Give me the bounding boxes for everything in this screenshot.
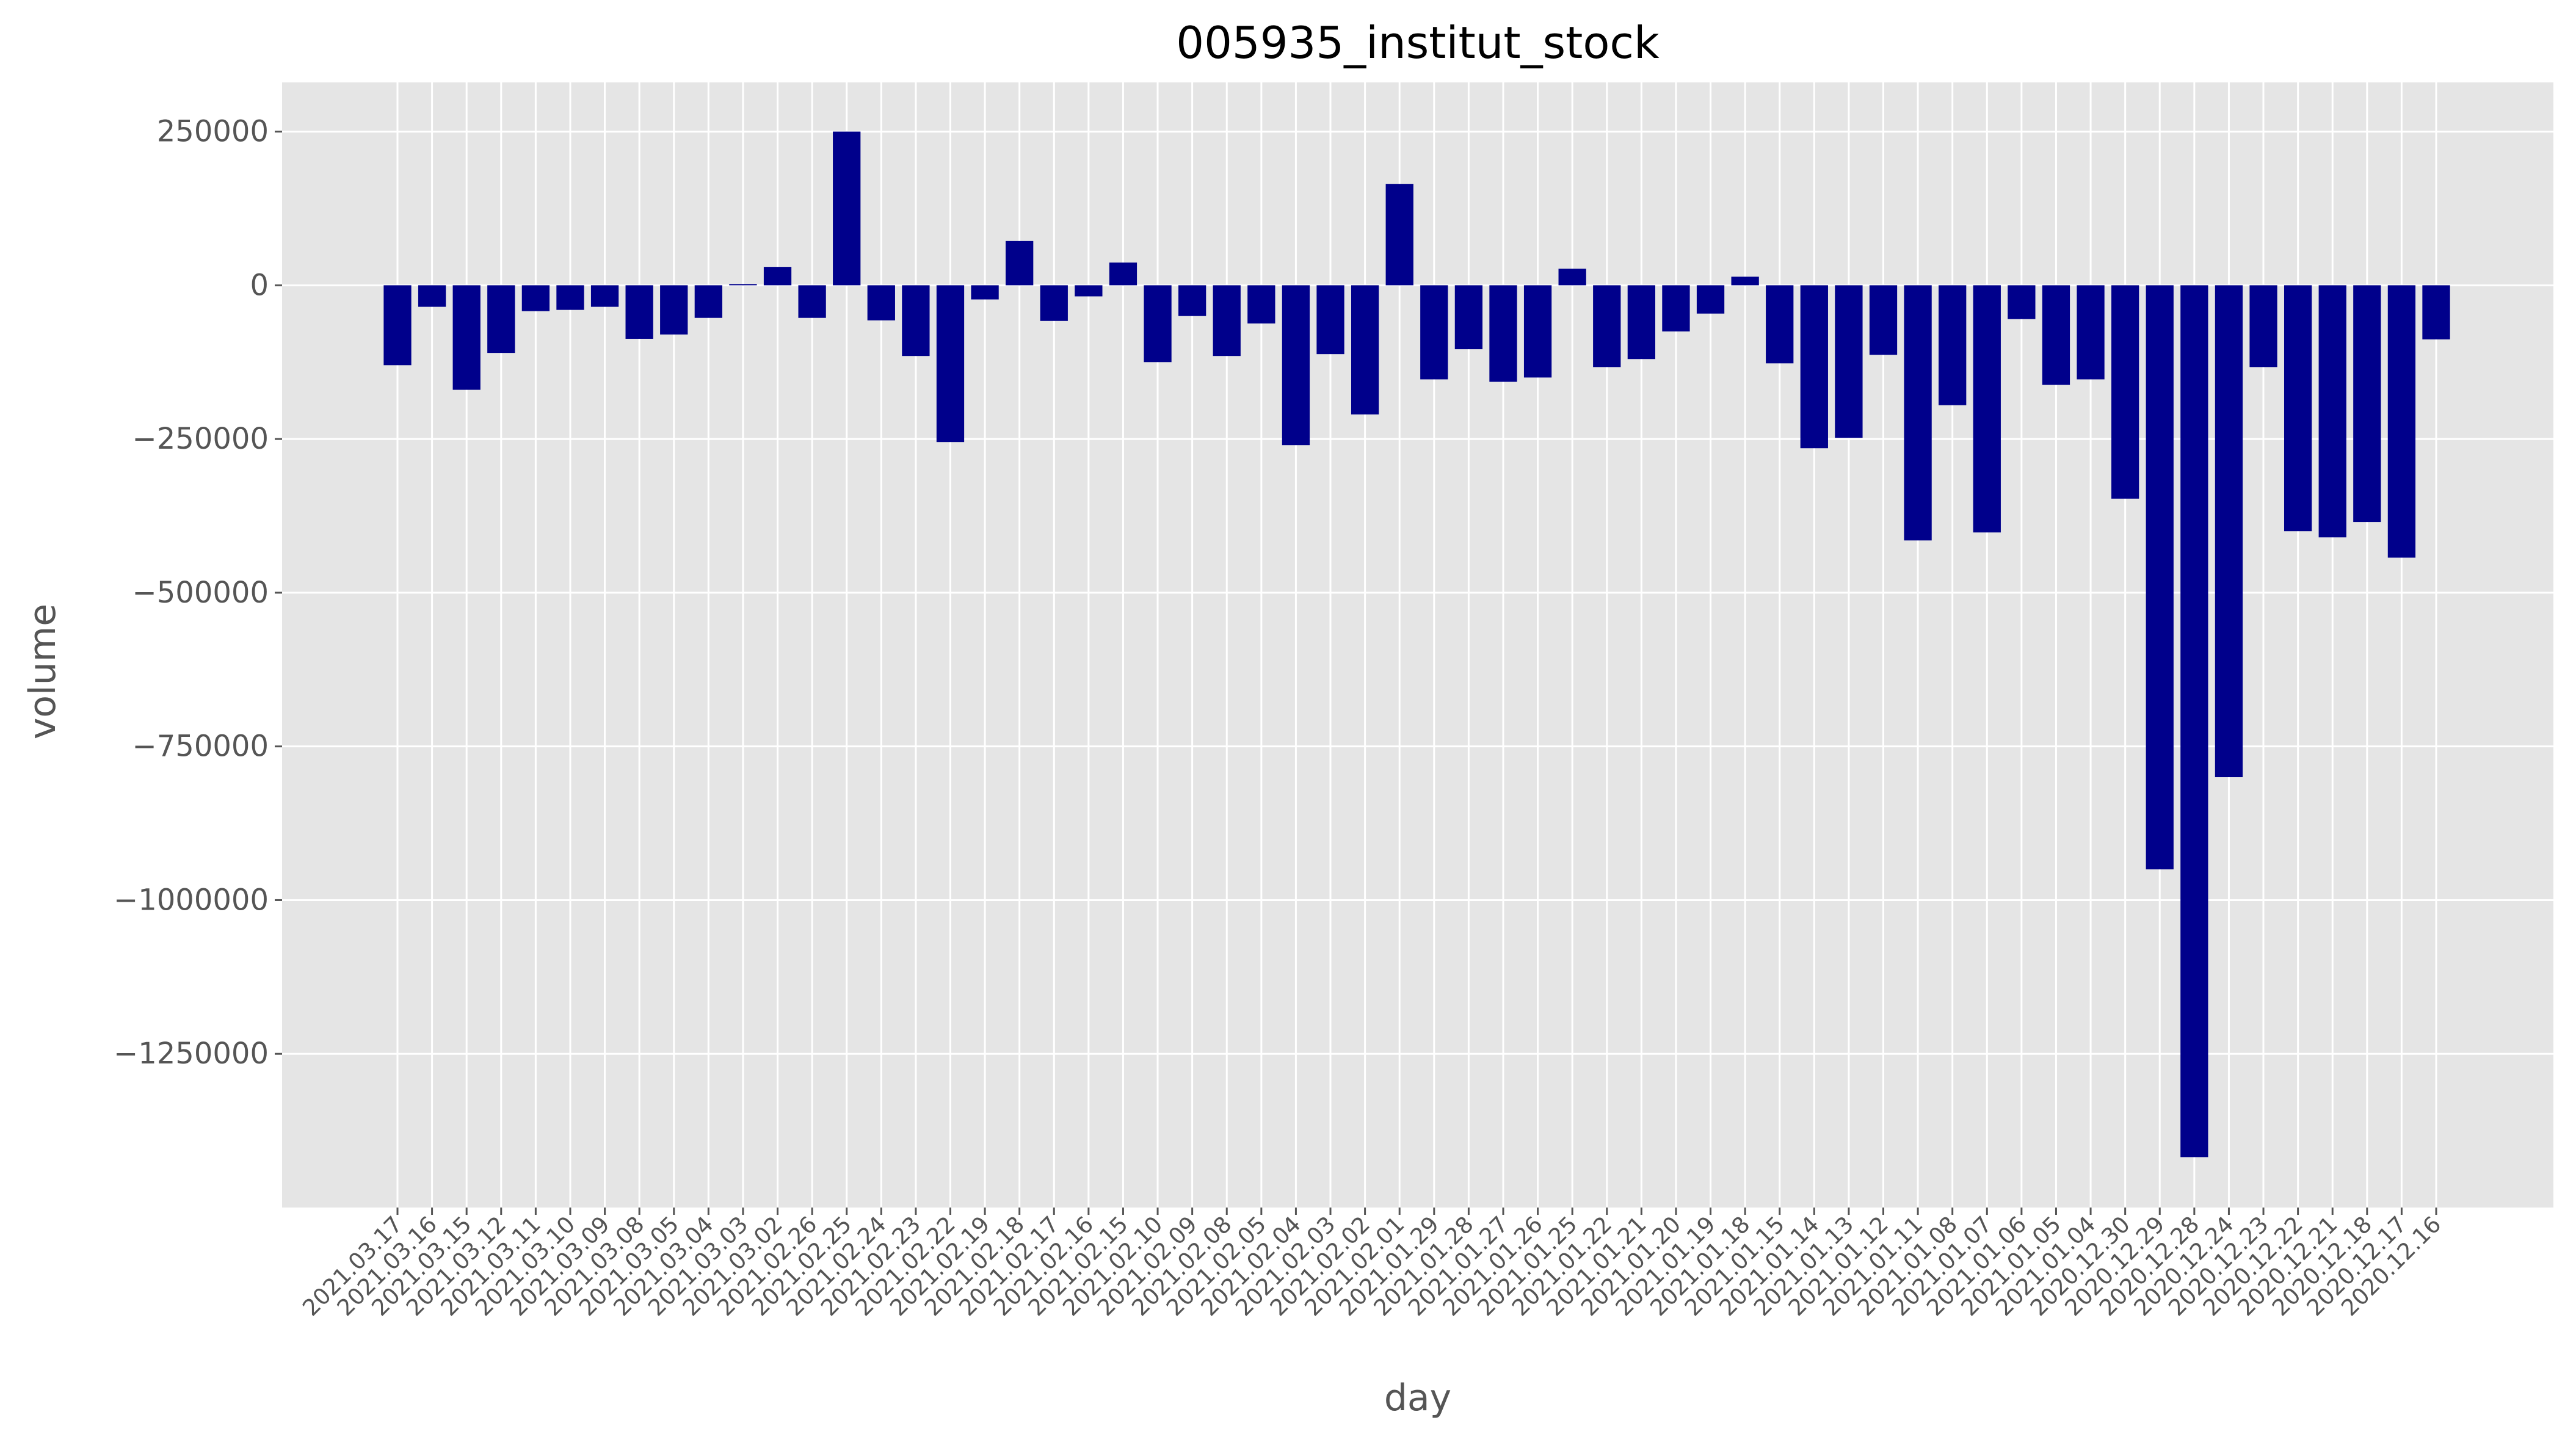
bar	[1523, 285, 1552, 378]
bar	[763, 267, 792, 286]
bar	[521, 285, 550, 311]
bar	[383, 285, 412, 366]
bar	[2249, 285, 2277, 368]
bar	[1454, 285, 1483, 350]
bar	[590, 285, 619, 307]
bar	[1282, 285, 1310, 446]
bar	[729, 284, 757, 286]
chart-title: 005935_institut_stock	[1176, 17, 1660, 68]
bar	[833, 131, 861, 286]
bar	[625, 285, 653, 339]
bar	[2008, 285, 2036, 319]
bar	[2422, 285, 2450, 339]
bar	[1696, 285, 1725, 314]
bar	[1558, 269, 1586, 286]
bar	[1904, 285, 1932, 541]
y-tick-label: −500000	[132, 576, 269, 610]
bar	[1351, 285, 1379, 415]
plot-area	[282, 82, 2553, 1208]
bar	[2111, 285, 2139, 499]
bar	[452, 285, 481, 390]
y-tick-label: 0	[250, 268, 269, 302]
x-axis-ticks: 2021.03.172021.03.162021.03.152021.03.12…	[297, 1208, 2446, 1321]
bar	[2318, 285, 2346, 538]
bar	[418, 285, 446, 307]
bar	[556, 285, 584, 310]
bar	[1939, 285, 1967, 405]
bar	[1040, 285, 1068, 321]
bar	[1316, 285, 1344, 355]
bar	[1835, 285, 1863, 438]
bars	[383, 131, 2450, 1157]
bar	[487, 285, 515, 353]
bar	[2353, 285, 2381, 523]
bar	[1662, 285, 1690, 331]
bar	[2387, 285, 2416, 558]
bar	[1247, 285, 1275, 324]
bar	[1731, 277, 1759, 286]
bar	[1766, 285, 1794, 364]
x-axis-label: day	[1384, 1377, 1451, 1419]
y-axis-ticks: 250000 0 −250000 −500000 −750000 −1000000 −125…	[114, 115, 282, 1071]
bar	[1075, 285, 1103, 297]
y-tick-label: −1000000	[114, 883, 269, 917]
bar	[971, 285, 999, 300]
bar	[867, 285, 895, 321]
bar	[2146, 285, 2174, 870]
bar	[2042, 285, 2070, 385]
bar	[2215, 285, 2243, 778]
bar	[2180, 285, 2208, 1157]
y-tick-label: −1250000	[114, 1037, 269, 1071]
bar	[1593, 285, 1621, 368]
bar	[1627, 285, 1655, 360]
grid-lines	[282, 82, 2553, 1208]
bar	[1144, 285, 1172, 363]
bar	[660, 285, 688, 335]
y-tick-label: −250000	[132, 422, 269, 456]
bar	[902, 285, 930, 357]
bar	[694, 285, 722, 318]
bar	[1420, 285, 1448, 380]
bar	[1385, 184, 1413, 286]
bar	[2077, 285, 2105, 380]
bar	[1869, 285, 1898, 355]
bar	[1489, 285, 1517, 382]
bar	[1973, 285, 2001, 533]
y-tick-label: −750000	[132, 730, 269, 764]
bar	[798, 285, 826, 318]
bar	[1213, 285, 1241, 357]
bar	[1006, 241, 1034, 286]
bar	[1178, 285, 1206, 316]
bar	[936, 285, 965, 443]
y-tick-label: 250000	[157, 115, 269, 149]
bar	[1800, 285, 1828, 449]
bar	[1109, 263, 1137, 286]
bar	[2284, 285, 2312, 532]
y-axis-label: volume	[21, 604, 64, 739]
